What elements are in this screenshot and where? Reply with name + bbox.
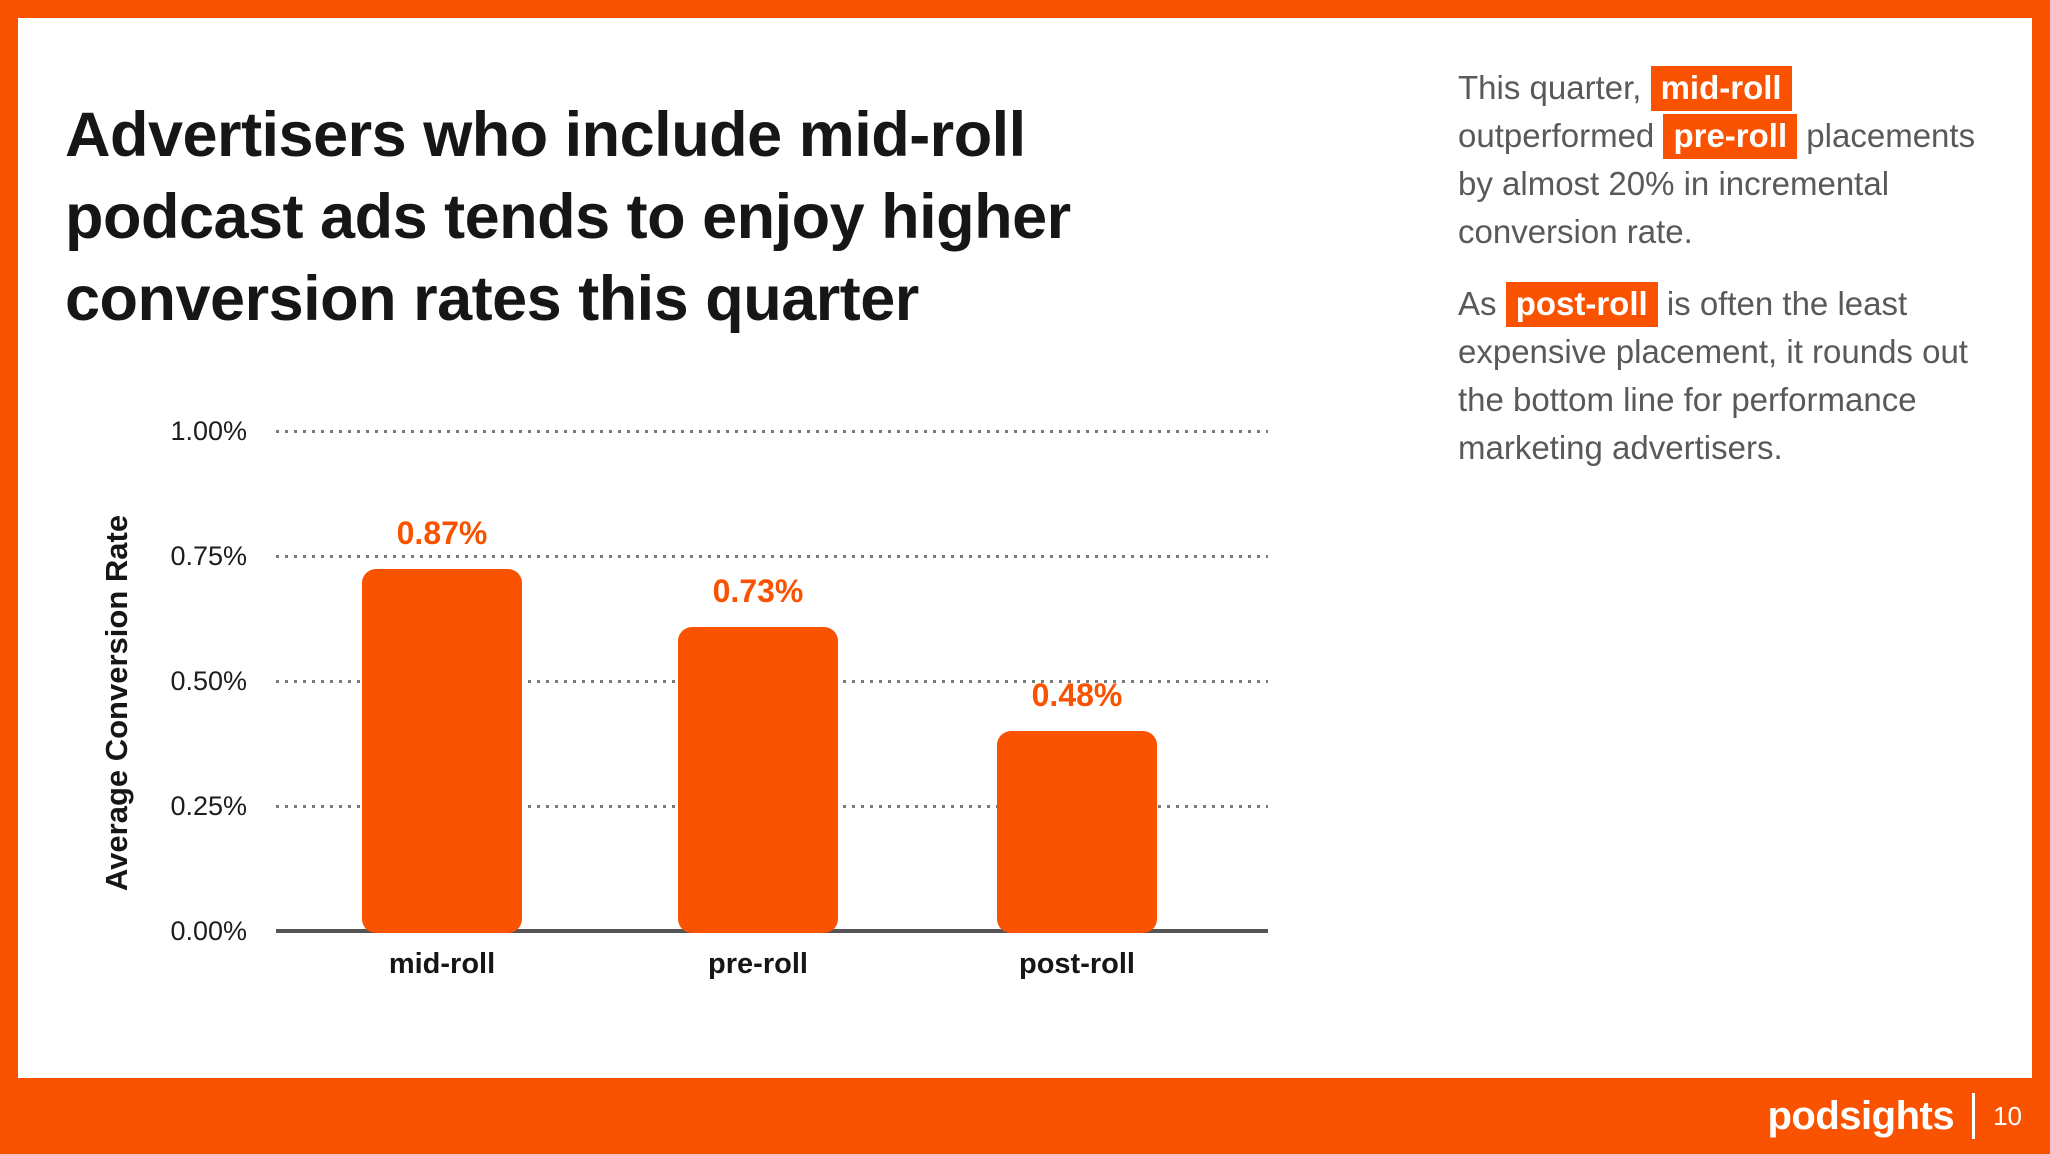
y-tick-0-25: 0.25% — [170, 791, 247, 821]
footer-content: podsights 10 — [1767, 1078, 2022, 1154]
value-label-mid-roll: 0.87% — [396, 515, 488, 551]
frame-border-top — [0, 0, 2050, 18]
slide-title-line-3: conversion rates this quarter — [65, 264, 919, 335]
commentary-paragraph-1: This quarter, mid-roll outperformed pre-… — [1458, 64, 1978, 256]
value-label-pre-roll: 0.73% — [712, 573, 804, 609]
category-label-pre-roll: pre-roll — [708, 948, 808, 980]
y-tick-0-75: 0.75% — [170, 541, 247, 571]
bar-pre-roll — [678, 627, 838, 933]
highlight-chip-pre-roll: pre-roll — [1663, 114, 1798, 159]
highlight-chip-mid-roll: mid-roll — [1650, 66, 1792, 111]
slide-title-line-1: Advertisers who include mid-roll — [65, 100, 1026, 171]
gridline-0-75 — [276, 555, 1268, 558]
podsights-logo: podsights — [1767, 1093, 1955, 1138]
footer-divider — [1972, 1093, 1976, 1139]
footer-band — [0, 1078, 2050, 1154]
y-tick-1-00: 1.00% — [170, 416, 247, 446]
y-axis-title: Average Conversion Rate — [99, 514, 134, 892]
category-label-mid-roll: mid-roll — [388, 948, 496, 980]
slide-title: Advertisers who include mid-roll podcast… — [65, 94, 1265, 340]
frame-border-left — [0, 0, 18, 1154]
y-tick-0-50: 0.50% — [170, 666, 247, 696]
gridline-1-00 — [276, 430, 1268, 433]
slide-title-line-2: podcast ads tends to enjoy higher — [65, 182, 1071, 253]
highlight-chip-post-roll: post-roll — [1505, 282, 1658, 327]
commentary-panel: This quarter, mid-roll outperformed pre-… — [1458, 64, 1978, 496]
category-label-post-roll: post-roll — [1019, 948, 1135, 980]
page-number: 10 — [1993, 1100, 2022, 1131]
frame-border-right — [2032, 0, 2050, 1154]
bar-mid-roll — [362, 569, 522, 933]
commentary-paragraph-2: As post-roll is often the least expensiv… — [1458, 280, 1978, 472]
y-tick-0-00: 0.00% — [170, 916, 247, 946]
value-label-post-roll: 0.48% — [1031, 677, 1123, 713]
bar-post-roll — [997, 731, 1157, 933]
